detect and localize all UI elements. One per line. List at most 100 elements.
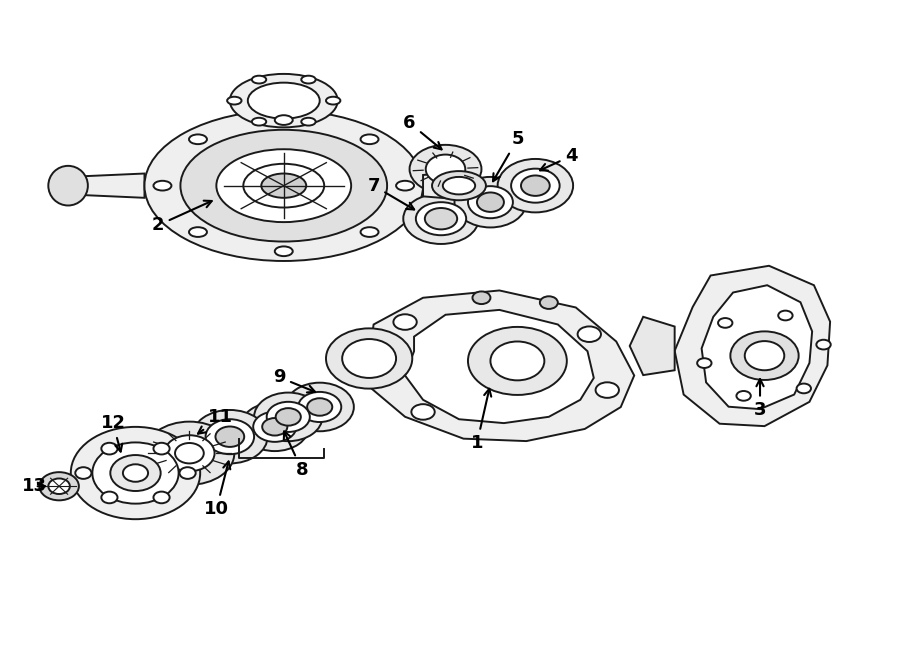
Ellipse shape [416, 202, 466, 235]
Ellipse shape [253, 412, 296, 442]
Ellipse shape [540, 297, 558, 309]
Ellipse shape [432, 171, 486, 200]
Polygon shape [702, 285, 812, 409]
Ellipse shape [411, 404, 435, 420]
Ellipse shape [307, 399, 332, 416]
Ellipse shape [154, 443, 169, 454]
Ellipse shape [796, 383, 811, 393]
Ellipse shape [274, 115, 292, 125]
Polygon shape [675, 265, 830, 426]
Ellipse shape [102, 492, 118, 503]
Text: 12: 12 [101, 414, 125, 451]
Ellipse shape [145, 422, 234, 485]
Ellipse shape [252, 75, 266, 83]
Ellipse shape [49, 479, 70, 494]
Ellipse shape [252, 118, 266, 126]
Ellipse shape [443, 177, 475, 195]
Ellipse shape [274, 246, 292, 256]
Ellipse shape [254, 393, 322, 441]
Ellipse shape [393, 314, 417, 330]
Ellipse shape [302, 75, 316, 83]
Polygon shape [423, 172, 459, 199]
Ellipse shape [425, 208, 457, 230]
Ellipse shape [145, 111, 423, 261]
Ellipse shape [40, 472, 79, 500]
Text: 8: 8 [284, 432, 308, 479]
Ellipse shape [216, 149, 351, 222]
Ellipse shape [498, 159, 573, 213]
Ellipse shape [468, 327, 567, 395]
Ellipse shape [521, 175, 550, 196]
Ellipse shape [76, 467, 92, 479]
Ellipse shape [403, 193, 479, 244]
Ellipse shape [175, 443, 203, 463]
Ellipse shape [410, 145, 482, 193]
Ellipse shape [718, 318, 733, 328]
Ellipse shape [248, 83, 320, 118]
Ellipse shape [93, 442, 178, 504]
Ellipse shape [154, 181, 171, 191]
Ellipse shape [326, 328, 412, 389]
Ellipse shape [205, 419, 254, 454]
Ellipse shape [326, 97, 340, 105]
Ellipse shape [154, 492, 169, 503]
Ellipse shape [49, 166, 88, 205]
Ellipse shape [596, 382, 619, 398]
Ellipse shape [215, 426, 244, 447]
Ellipse shape [731, 332, 798, 380]
Ellipse shape [468, 186, 513, 218]
Text: 3: 3 [754, 379, 766, 419]
Ellipse shape [179, 467, 195, 479]
Ellipse shape [123, 464, 148, 482]
Ellipse shape [578, 326, 601, 342]
Ellipse shape [736, 391, 751, 401]
Ellipse shape [816, 340, 831, 350]
Ellipse shape [698, 358, 712, 368]
Ellipse shape [240, 402, 309, 451]
Ellipse shape [164, 435, 214, 471]
Text: 10: 10 [204, 461, 230, 518]
Ellipse shape [302, 118, 316, 126]
Ellipse shape [491, 342, 544, 381]
Ellipse shape [285, 383, 354, 431]
Ellipse shape [361, 134, 379, 144]
Text: 4: 4 [540, 147, 578, 171]
Ellipse shape [342, 339, 396, 378]
Ellipse shape [266, 402, 310, 432]
Text: 7: 7 [367, 177, 414, 209]
Ellipse shape [261, 173, 306, 198]
Ellipse shape [243, 164, 324, 207]
Ellipse shape [102, 443, 118, 454]
Ellipse shape [275, 408, 301, 426]
Ellipse shape [111, 455, 160, 491]
Polygon shape [68, 173, 145, 198]
Ellipse shape [180, 130, 387, 242]
Polygon shape [405, 310, 594, 423]
Ellipse shape [396, 181, 414, 191]
Polygon shape [364, 291, 634, 441]
Ellipse shape [227, 97, 241, 105]
Ellipse shape [472, 291, 490, 304]
Ellipse shape [477, 193, 504, 212]
Ellipse shape [189, 134, 207, 144]
Text: 5: 5 [493, 130, 524, 181]
Ellipse shape [189, 227, 207, 237]
Ellipse shape [361, 227, 379, 237]
Ellipse shape [426, 154, 465, 184]
Ellipse shape [298, 392, 341, 422]
Text: 9: 9 [273, 368, 315, 393]
Text: 6: 6 [403, 114, 442, 150]
Ellipse shape [230, 74, 338, 127]
Ellipse shape [192, 410, 267, 463]
Polygon shape [630, 317, 675, 375]
Ellipse shape [454, 177, 526, 228]
Ellipse shape [71, 427, 200, 519]
Text: 1: 1 [471, 389, 491, 452]
Ellipse shape [744, 341, 784, 370]
Text: 2: 2 [152, 201, 212, 234]
Text: 11: 11 [198, 408, 233, 434]
Ellipse shape [262, 418, 287, 436]
Ellipse shape [778, 310, 793, 320]
Ellipse shape [511, 169, 560, 203]
Text: 13: 13 [22, 477, 48, 495]
